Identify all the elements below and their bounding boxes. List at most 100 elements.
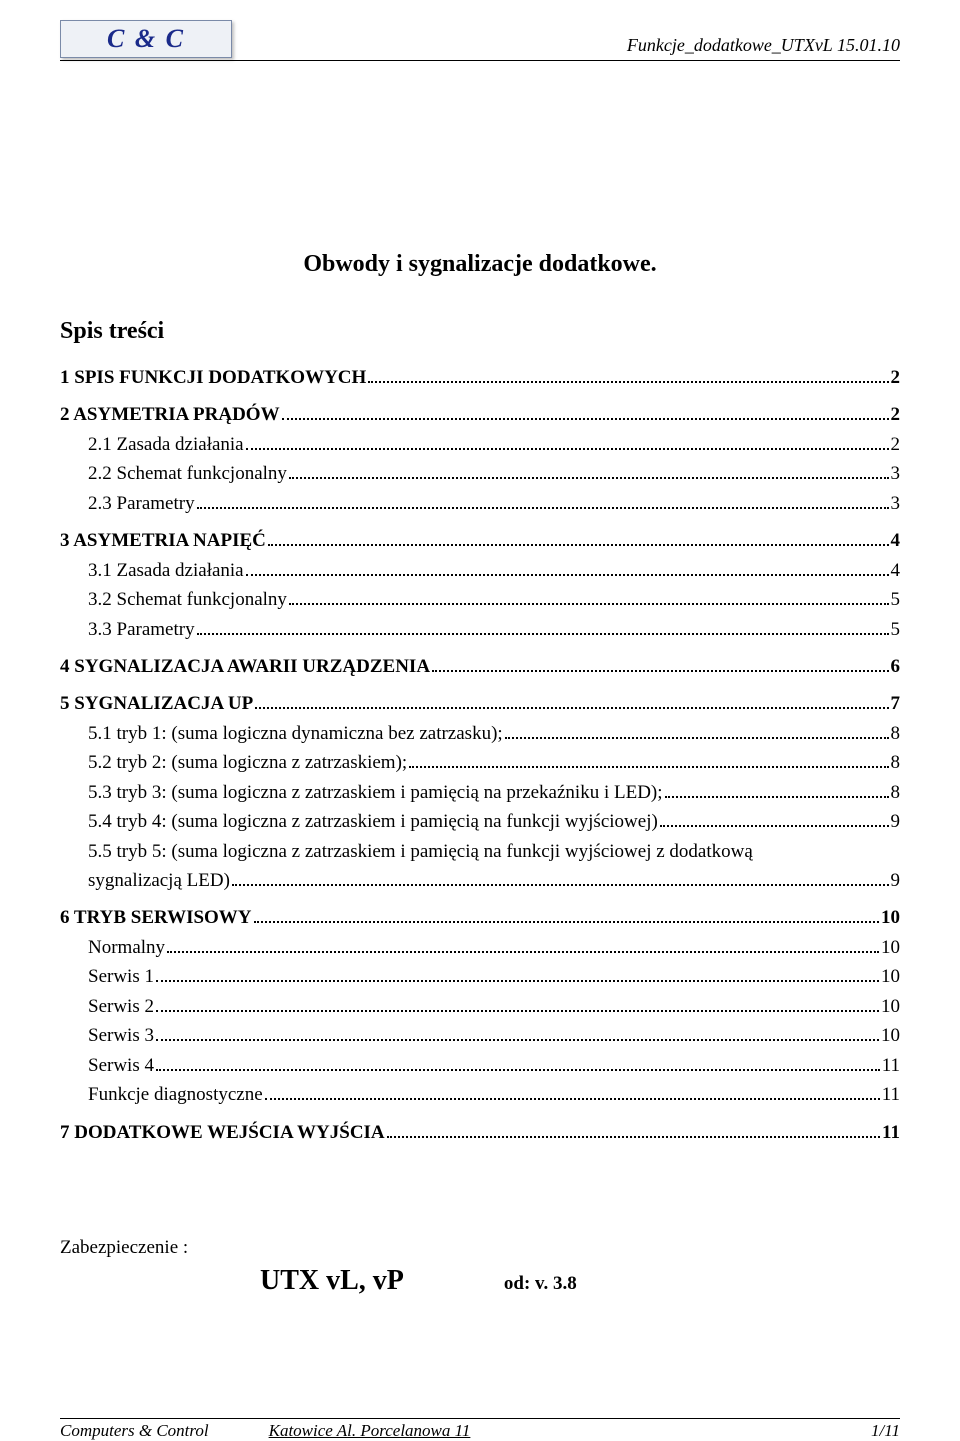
header-right-text: Funkcje_dodatkowe_UTXvL 15.01.10 <box>627 35 900 58</box>
toc-label: 7 DODATKOWE WEJŚCIA WYJŚCIA <box>60 1118 385 1147</box>
toc-page-number: 4 <box>891 556 901 585</box>
toc-heading: Spis treści <box>60 318 900 345</box>
toc-leader-dots <box>232 884 889 886</box>
toc-label: 2.2 Schemat funkcjonalny <box>88 459 287 488</box>
toc-leader-dots <box>197 507 889 509</box>
toc-leader-dots <box>289 603 889 605</box>
toc-leader-dots <box>167 951 879 953</box>
toc-label: 2 ASYMETRIA PRĄDÓW <box>60 400 280 429</box>
toc-page-number: 8 <box>891 719 901 748</box>
toc-leader-dots <box>156 980 879 982</box>
toc-leader-dots <box>387 1136 880 1138</box>
toc-label: 1 SPIS FUNKCJI DODATKOWYCH <box>60 363 366 392</box>
logo: C & C <box>60 20 232 58</box>
toc-entry: 5.2 tryb 2: (suma logiczna z zatrzaskiem… <box>88 748 900 777</box>
toc-label: 5.2 tryb 2: (suma logiczna z zatrzaskiem… <box>88 748 407 777</box>
toc-entry: 2 ASYMETRIA PRĄDÓW 2 <box>60 400 900 429</box>
toc-entry: Normalny10 <box>88 933 900 962</box>
toc-page-number: 11 <box>882 1118 900 1147</box>
page-footer: Computers & Control Katowice Al. Porcela… <box>60 1418 900 1441</box>
page-header: C & C Funkcje_dodatkowe_UTXvL 15.01.10 <box>60 20 900 61</box>
zabezpieczenie-block: Zabezpieczenie : UTX vL, vP od: v. 3.8 <box>60 1237 900 1297</box>
toc-label: 5.4 tryb 4: (suma logiczna z zatrzaskiem… <box>88 807 658 836</box>
toc-entry: 7 DODATKOWE WEJŚCIA WYJŚCIA 11 <box>60 1118 900 1147</box>
footer-mid: Katowice Al. Porcelanowa 11 <box>269 1421 471 1441</box>
toc-leader-dots <box>265 1098 880 1100</box>
toc-entry: 2.2 Schemat funkcjonalny 3 <box>88 459 900 488</box>
toc-leader-dots <box>282 418 889 420</box>
footer-page-number: 1/11 <box>871 1421 900 1441</box>
toc-entry: 3.2 Schemat funkcjonalny 5 <box>88 585 900 614</box>
toc-page-number: 9 <box>891 866 901 895</box>
toc-label: Serwis 3 <box>88 1021 154 1050</box>
toc-label: 3.1 Zasada działania <box>88 556 244 585</box>
toc-page-number: 5 <box>891 585 901 614</box>
toc-page-number: 10 <box>881 933 900 962</box>
toc-page-number: 3 <box>891 489 901 518</box>
toc-page-number: 10 <box>881 992 900 1021</box>
document-title: Obwody i sygnalizacje dodatkowe. <box>60 251 900 278</box>
toc-entry: 3 ASYMETRIA NAPIĘĆ 4 <box>60 526 900 555</box>
toc-page-number: 10 <box>881 1021 900 1050</box>
zabezpieczenie-label: Zabezpieczenie : <box>60 1237 900 1259</box>
toc-entry: 5.4 tryb 4: (suma logiczna z zatrzaskiem… <box>88 807 900 836</box>
toc-leader-dots <box>156 1010 879 1012</box>
toc-leader-dots <box>505 737 889 739</box>
toc-page-number: 5 <box>891 615 901 644</box>
toc-leader-dots <box>409 766 888 768</box>
toc-leader-dots <box>246 448 889 450</box>
toc-label: 3 ASYMETRIA NAPIĘĆ <box>60 526 266 555</box>
footer-left: Computers & Control <box>60 1421 209 1441</box>
toc-label: 5.1 tryb 1: (suma logiczna dynamiczna be… <box>88 719 503 748</box>
toc-entry: 5.3 tryb 3: (suma logiczna z zatrzaskiem… <box>88 778 900 807</box>
toc-leader-dots <box>156 1039 879 1041</box>
toc-page-number: 11 <box>882 1080 900 1109</box>
toc-entry: 1 SPIS FUNKCJI DODATKOWYCH 2 <box>60 363 900 392</box>
toc-page-number: 2 <box>891 363 901 392</box>
toc-label: Funkcje diagnostyczne <box>88 1080 263 1109</box>
toc-leader-dots <box>255 707 888 709</box>
toc-page-number: 6 <box>891 652 901 681</box>
toc-entry: 5.1 tryb 1: (suma logiczna dynamiczna be… <box>88 719 900 748</box>
toc-leader-dots <box>197 633 889 635</box>
toc-entry: Serwis 3 10 <box>88 1021 900 1050</box>
toc-page-number: 8 <box>891 778 901 807</box>
toc-entry: 3.3 Parametry5 <box>88 615 900 644</box>
toc-label: 6 TRYB SERWISOWY <box>60 903 252 932</box>
toc-leader-dots <box>432 670 888 672</box>
toc-page-number: 9 <box>891 807 901 836</box>
toc-leader-dots <box>246 574 889 576</box>
toc-leader-dots <box>368 381 888 383</box>
toc-page-number: 10 <box>881 903 900 932</box>
toc-entry: Serwis 110 <box>88 962 900 991</box>
toc-page-number: 11 <box>882 1051 900 1080</box>
toc-page-number: 7 <box>891 689 901 718</box>
toc-page-number: 4 <box>891 526 901 555</box>
toc-label: 4 SYGNALIZACJA AWARII URZĄDZENIA <box>60 652 430 681</box>
toc-entry: 5 SYGNALIZACJA UP 7 <box>60 689 900 718</box>
toc-leader-dots <box>665 796 889 798</box>
logo-text: C & C <box>107 24 185 54</box>
toc-leader-dots <box>660 825 889 827</box>
toc-page-number: 2 <box>891 430 901 459</box>
device-version: od: v. 3.8 <box>504 1273 577 1295</box>
toc-label: 5.3 tryb 3: (suma logiczna z zatrzaskiem… <box>88 778 663 807</box>
toc-entry: Serwis 2 10 <box>88 992 900 1021</box>
toc-page-number: 8 <box>891 748 901 777</box>
toc-label: 5.5 tryb 5: (suma logiczna z zatrzaskiem… <box>88 837 753 866</box>
toc-entry: 2.1 Zasada działania2 <box>88 430 900 459</box>
toc-entry: Serwis 4 11 <box>88 1051 900 1080</box>
device-name: UTX vL, vP <box>260 1265 404 1297</box>
toc-page-number: 3 <box>891 459 901 488</box>
toc-label: Serwis 4 <box>88 1051 154 1080</box>
toc-label: 3.2 Schemat funkcjonalny <box>88 585 287 614</box>
toc-entry: 6 TRYB SERWISOWY 10 <box>60 903 900 932</box>
toc-entry: 4 SYGNALIZACJA AWARII URZĄDZENIA 6 <box>60 652 900 681</box>
toc-label: 5 SYGNALIZACJA UP <box>60 689 253 718</box>
toc-leader-dots <box>254 921 879 923</box>
toc-page-number: 2 <box>891 400 901 429</box>
toc-entry: 2.3 Parametry3 <box>88 489 900 518</box>
document-page: C & C Funkcje_dodatkowe_UTXvL 15.01.10 O… <box>0 0 960 1441</box>
table-of-contents: 1 SPIS FUNKCJI DODATKOWYCH22 ASYMETRIA P… <box>60 363 900 1147</box>
toc-label: Serwis 2 <box>88 992 154 1021</box>
